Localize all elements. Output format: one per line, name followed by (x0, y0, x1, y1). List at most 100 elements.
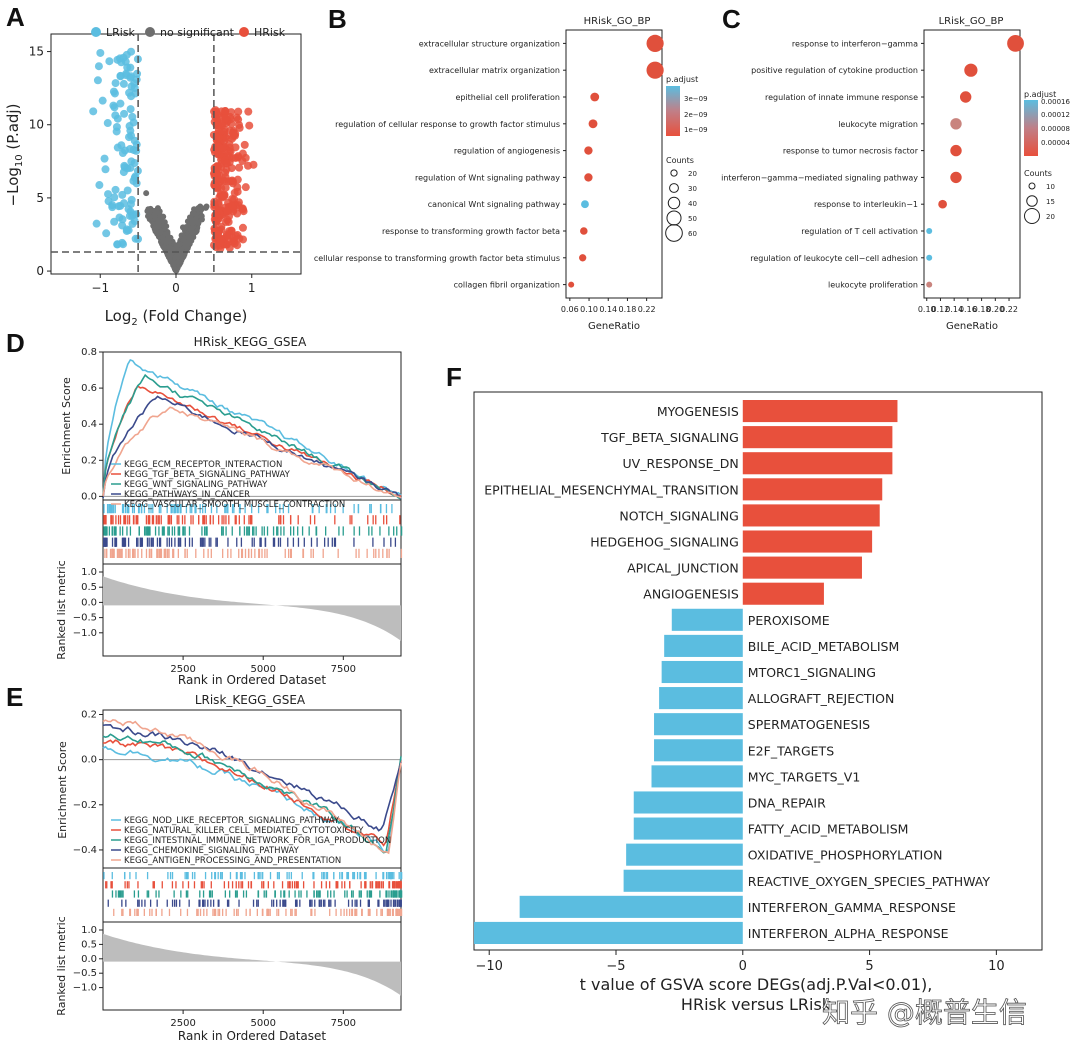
hit-mark (224, 890, 227, 898)
hit-mark (244, 548, 247, 558)
x-tick-label: 2500 (170, 664, 195, 675)
hit-mark (204, 899, 206, 907)
a-legend-lrisk: LRisk (106, 26, 136, 39)
hit-mark (198, 515, 200, 525)
hit-mark (311, 899, 313, 907)
bar (742, 530, 873, 553)
hit-mark (150, 504, 152, 514)
legend-label: KEGG_INTESTINAL_IMMUNE_NETWORK_FOR_IGA_P… (124, 836, 391, 846)
hit-mark (282, 899, 284, 907)
d-xlabel: Rank in Ordered Dataset (178, 673, 326, 687)
hit-mark (400, 908, 403, 916)
hit-mark (323, 537, 326, 547)
es-line (103, 739, 402, 847)
hit-mark (171, 881, 174, 889)
hit-mark (138, 504, 140, 514)
bar (664, 634, 743, 657)
hit-mark (180, 890, 182, 898)
hit-mark (287, 504, 290, 514)
hit-mark (221, 872, 223, 880)
hit-mark (359, 872, 361, 880)
hit-mark (358, 548, 360, 558)
hit-mark (180, 504, 182, 514)
hit-mark (176, 504, 179, 514)
hit-mark (288, 890, 290, 898)
hit-mark (196, 908, 198, 916)
hit-mark (186, 548, 188, 558)
a-legend: LRisk no significant HRisk (91, 26, 286, 39)
hit-mark (123, 515, 125, 525)
hit-mark (285, 908, 287, 916)
hit-mark (148, 548, 151, 558)
hit-mark (398, 908, 401, 916)
size-legend-circle (1026, 195, 1038, 207)
hit-mark (390, 537, 392, 547)
es-line (102, 733, 402, 854)
a-point-lrisk (89, 107, 98, 116)
y2-tick-label: −0.5 (73, 613, 97, 624)
x-tick-label: 5000 (250, 1018, 275, 1029)
bar (626, 843, 743, 866)
hit-mark (121, 526, 124, 536)
a-point-ns (151, 213, 158, 220)
x-tick-label: 0.14 (945, 305, 963, 314)
hit-mark (111, 881, 113, 889)
hit-mark (395, 890, 397, 898)
hit-mark (247, 548, 250, 558)
hit-mark (295, 899, 297, 907)
hit-mark (396, 881, 399, 889)
hit-mark (318, 504, 320, 514)
e-content: 0.2 0.0 −0.2 −0.4 1.0 0.5 0.0 −0.5 −1.0 2500 5000 7… (73, 710, 403, 1029)
c-cb-4: 0.00004 (1041, 139, 1070, 147)
hit-mark (188, 899, 190, 907)
hit-mark (325, 872, 327, 880)
hit-mark (391, 890, 393, 898)
hit-mark (372, 515, 374, 525)
a-point-lrisk (119, 168, 128, 177)
hit-mark (381, 908, 383, 916)
term-label: regulation of Wnt signaling pathway (415, 173, 560, 182)
hit-mark (175, 504, 177, 514)
term-label: leukocyte proliferation (828, 281, 918, 290)
hit-mark (393, 890, 396, 898)
hit-mark (383, 899, 385, 907)
hit-mark (309, 515, 312, 525)
hit-mark (103, 872, 105, 880)
hit-mark (290, 872, 293, 880)
hit-mark (353, 537, 355, 547)
hit-mark (223, 515, 225, 525)
hit-mark (394, 537, 397, 547)
hit-mark (356, 872, 359, 880)
ranked-metric (103, 933, 401, 996)
a-point-ns (184, 239, 191, 246)
hit-mark (147, 890, 150, 898)
hit-mark (210, 899, 212, 907)
a-ylabel: −Log10 (P.adj) (4, 104, 25, 207)
hit-mark (260, 872, 262, 880)
hit-mark (367, 515, 369, 525)
hit-mark (285, 899, 287, 907)
hit-mark (238, 548, 240, 558)
hit-mark (257, 872, 259, 880)
hit-mark (399, 899, 401, 907)
hit-mark (108, 504, 111, 514)
hit-mark (122, 537, 124, 547)
hit-mark (178, 537, 180, 547)
hit-mark (291, 881, 294, 889)
a-xtick-label: −1 (91, 281, 109, 295)
hit-mark (179, 504, 181, 514)
hit-mark (153, 881, 155, 889)
hit-mark (146, 890, 148, 898)
a-point-lrisk (126, 105, 135, 114)
hit-mark (120, 548, 123, 558)
bar (659, 687, 743, 710)
hit-mark (129, 908, 131, 916)
b-cb-3: 1e−09 (684, 126, 708, 134)
hit-mark (201, 881, 204, 889)
hit-mark (209, 515, 212, 525)
hit-mark (279, 899, 281, 907)
hit-mark (269, 908, 271, 916)
legend-label: KEGG_ECM_RECEPTOR_INTERACTION (124, 460, 282, 470)
bar-label: DNA_REPAIR (748, 795, 826, 810)
hit-mark (178, 526, 180, 536)
